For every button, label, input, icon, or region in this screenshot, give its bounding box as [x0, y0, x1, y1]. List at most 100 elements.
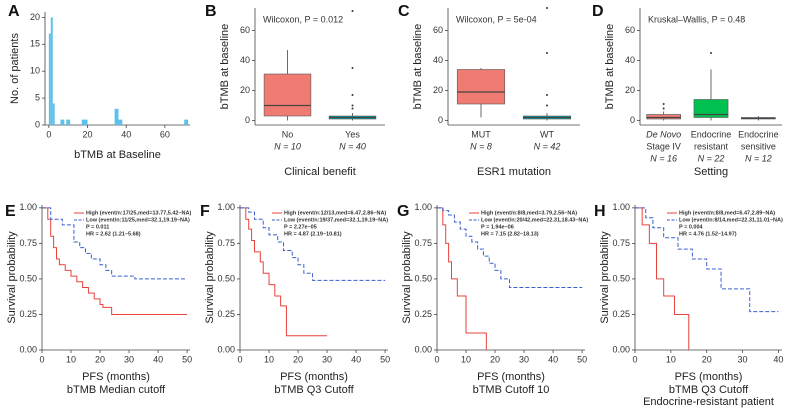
legend-label: Low (event/n:11/25,med=32.1,19.19–NA) [86, 217, 190, 223]
x-tick-label: 20 [83, 129, 93, 139]
panel-letter: C [398, 3, 410, 20]
category-label: WT [540, 129, 554, 139]
y-tick-label: 0.50 [612, 273, 630, 283]
y-tick-label: 0.00 [217, 344, 235, 354]
annotation: P = 0.011 [86, 224, 109, 230]
y-axis-title: No. of patients [9, 33, 21, 104]
histogram-bar [184, 119, 189, 125]
x-tick-label: 0 [39, 354, 44, 364]
category-label: No [282, 129, 294, 139]
n-label: N = 10 [274, 141, 301, 151]
x-tick-label: 10 [461, 354, 471, 364]
histogram-bar [48, 33, 51, 125]
y-tick-label: 1.00 [19, 202, 37, 212]
x-tick-label: 50 [380, 354, 390, 364]
x-axis-title: Clinical benefit [284, 166, 356, 178]
x-tick-label: 40 [773, 354, 783, 364]
legend-label: Low (event/n:8/14,med=22.31,11.01–NA) [679, 217, 783, 223]
y-tick-label: 20 [30, 12, 40, 22]
histogram-bar [66, 119, 71, 125]
subtitle: Endocrine-resistant patient [643, 396, 774, 408]
y-tick-label: 5 [35, 92, 40, 102]
outlier [546, 104, 548, 107]
x-tick-label: 40 [351, 354, 361, 364]
panel-letter: A [8, 3, 20, 20]
x-axis-title: ESR1 mutation [477, 166, 551, 178]
y-tick-label: 20 [625, 85, 635, 95]
y-tick-label: 0.50 [19, 273, 37, 283]
x-tick-label: 0 [237, 354, 242, 364]
x-tick-label: 0 [46, 129, 51, 139]
x-tick-label: 20 [293, 354, 303, 364]
outlier [662, 103, 665, 105]
y-tick-label: 0.00 [414, 344, 432, 354]
x-tick-label: 10 [666, 354, 676, 364]
outlier [546, 7, 548, 9]
y-tick-label: 60 [240, 25, 250, 35]
x-tick-label: 60 [160, 129, 170, 139]
x-axis-title: PFS (months) [82, 371, 150, 383]
y-axis-title: Survival probability [204, 231, 216, 324]
annotation: HR = 2.62 (1.21–5.68) [86, 231, 141, 237]
x-tick-label: 30 [519, 354, 529, 364]
y-tick-label: 0 [245, 115, 250, 125]
category-label: Stage IV [646, 141, 681, 151]
annotation: P = 2.27e–05 [284, 224, 317, 230]
y-tick-label: 0.25 [414, 309, 432, 319]
legend-label: Low (event/n:19/37,med=32.1,19.19–NA) [284, 217, 388, 223]
annotation: P = 1.94e–06 [481, 224, 514, 230]
x-tick-label: 10 [66, 354, 76, 364]
y-tick-label: 40 [240, 55, 250, 65]
y-axis-title: bTMB at baseline [219, 24, 231, 110]
y-tick-label: 0.75 [217, 238, 235, 248]
n-label: N = 12 [745, 153, 772, 163]
survival-curve [437, 207, 487, 350]
y-tick-label: 0.00 [612, 344, 630, 354]
x-axis-title: Setting [694, 166, 728, 178]
y-tick-label: 1.00 [414, 202, 432, 212]
histogram-bar [60, 119, 65, 125]
x-tick-label: 40 [121, 129, 131, 139]
y-tick-label: 10 [30, 66, 40, 76]
category-label: Yes [345, 129, 360, 139]
y-tick-label: 1.00 [612, 202, 630, 212]
histogram-bar [50, 17, 53, 126]
x-tick-label: 50 [577, 354, 587, 364]
x-tick-label: 20 [702, 354, 712, 364]
y-axis-title: Survival probability [6, 231, 18, 324]
n-label: N = 16 [650, 153, 677, 163]
y-axis-title: Survival probability [401, 231, 413, 324]
annotation: Wilcoxon, P = 0.012 [263, 14, 343, 24]
x-axis-title: PFS (months) [280, 371, 348, 383]
y-tick-label: 0.25 [612, 309, 630, 319]
y-tick-label: 60 [433, 25, 443, 35]
outlier [351, 67, 354, 69]
x-tick-label: 30 [738, 354, 748, 364]
box [456, 69, 506, 105]
y-tick-label: 20 [240, 85, 250, 95]
y-tick-label: 40 [433, 55, 443, 65]
x-tick-label: 10 [264, 354, 274, 364]
legend-label: High (event/n:12/13,med=6.47,2.86–NA) [284, 210, 386, 216]
survival-curve [635, 207, 779, 313]
category-label: MUT [471, 129, 491, 139]
y-tick-label: 0.75 [414, 238, 432, 248]
histogram-bar [52, 103, 55, 125]
survival-curve [42, 207, 188, 280]
category-label: sensitive [741, 141, 776, 151]
x-tick-label: 0 [434, 354, 439, 364]
panel-letter: D [592, 3, 604, 20]
outlier [351, 104, 354, 107]
y-axis-title: Survival probability [599, 231, 611, 324]
legend-label: High (event/n:8/8,med=6.47,2.89–NA) [679, 210, 775, 216]
y-tick-label: 0 [630, 115, 635, 125]
y-tick-label: 20 [433, 85, 443, 95]
annotation: HR = 4.76 (1.52–14.97) [679, 231, 737, 237]
box [693, 99, 729, 118]
subtitle: bTMB Cutoff 10 [473, 384, 550, 396]
outlier [662, 107, 665, 110]
panel-letter: H [594, 203, 606, 220]
legend-label: High (event/n:8/8,med=3.79,2.56–NA) [481, 210, 577, 216]
legend-label: Low (event/n:20/42,med=22.31,18.43–NA) [481, 217, 588, 223]
survival-curve [240, 207, 328, 337]
